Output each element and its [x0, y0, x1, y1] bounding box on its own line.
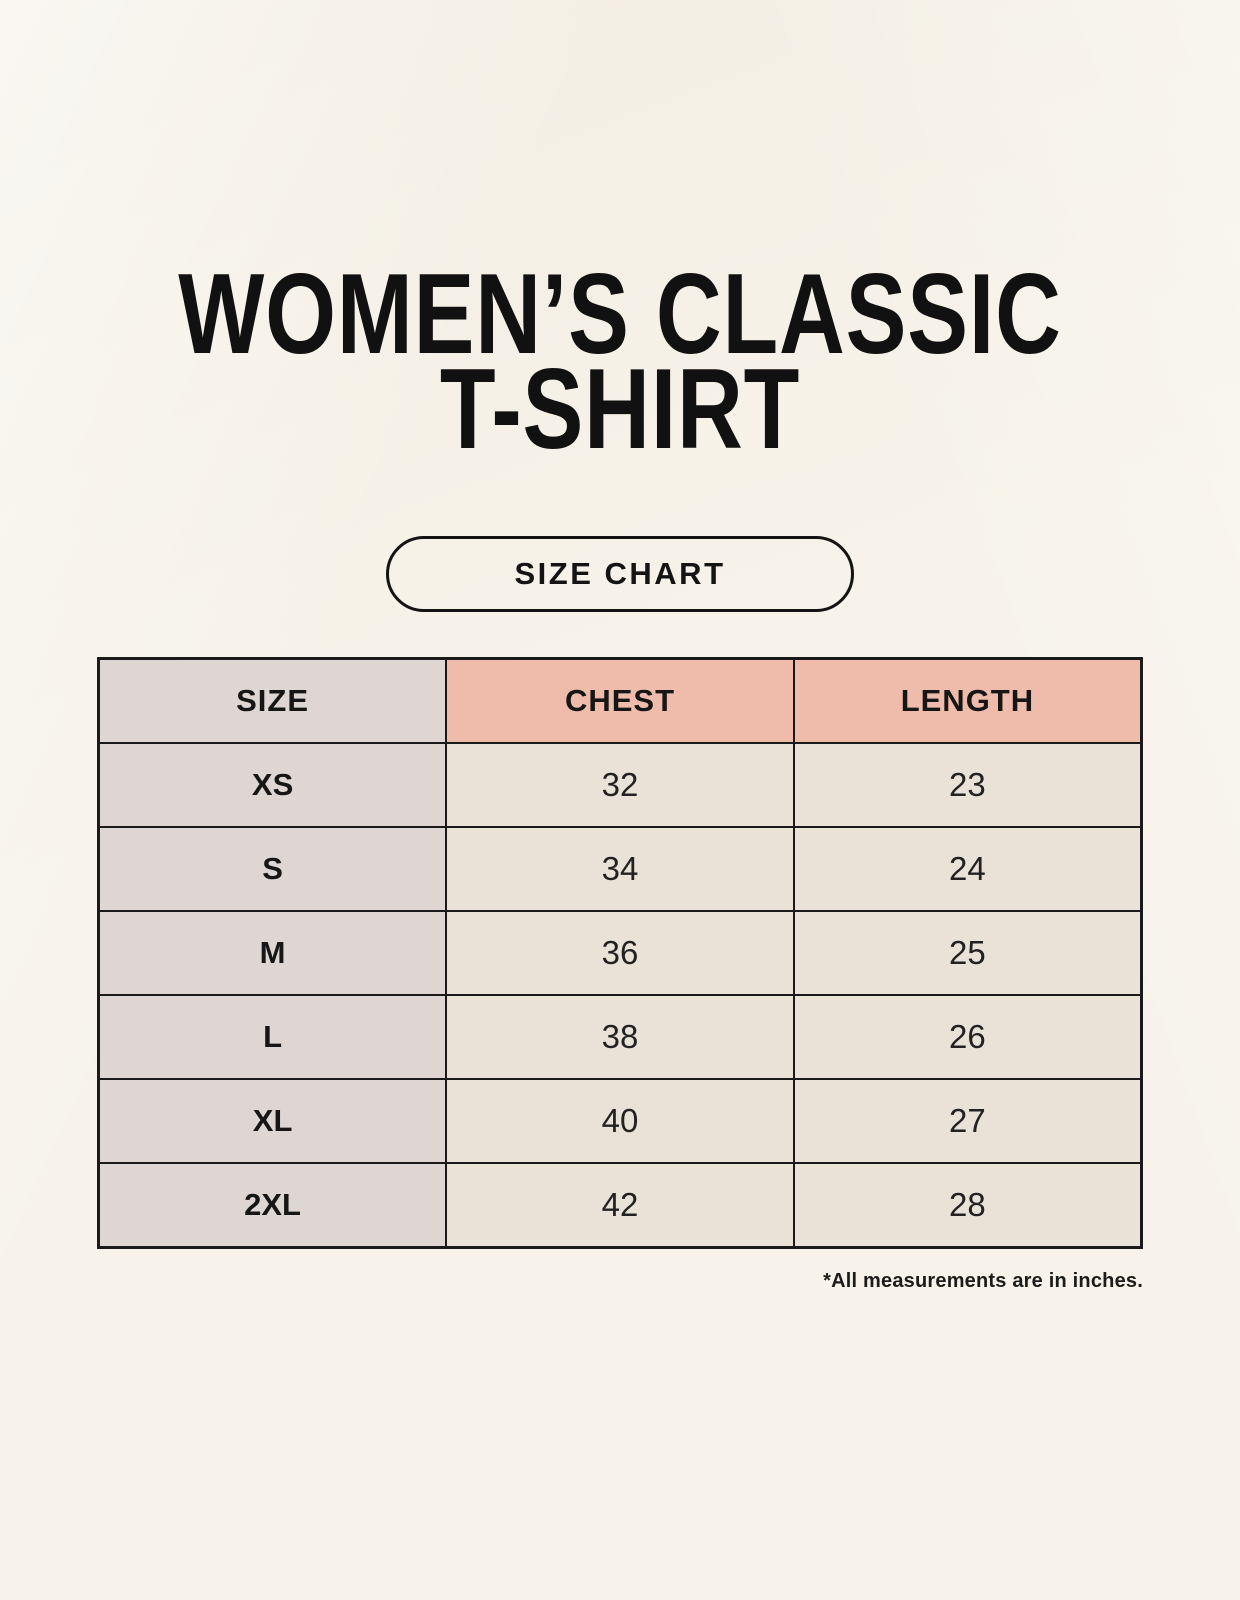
length-cell: 25: [792, 910, 1143, 996]
length-cell: 23: [792, 742, 1143, 828]
size-cell: L: [97, 994, 448, 1080]
size-cell: S: [97, 826, 448, 912]
length-cell: 26: [792, 994, 1143, 1080]
size-chart-button[interactable]: SIZE CHART: [386, 536, 854, 612]
chest-cell: 34: [445, 826, 795, 912]
table-row: S 34 24: [97, 826, 1143, 912]
chest-cell: 38: [445, 994, 795, 1080]
header-cell-length: LENGTH: [792, 657, 1143, 744]
size-chart-button-label: SIZE CHART: [514, 556, 726, 591]
table-header-row: SIZE CHEST LENGTH: [97, 657, 1143, 744]
header-cell-chest: CHEST: [445, 657, 795, 744]
table-row: M 36 25: [97, 910, 1143, 996]
page-title-line-1: WOMEN’S CLASSIC: [178, 251, 1062, 378]
length-cell: 27: [792, 1078, 1143, 1164]
table-row: XL 40 27: [97, 1078, 1143, 1164]
size-cell: XS: [97, 742, 448, 828]
chest-cell: 32: [445, 742, 795, 828]
chest-cell: 40: [445, 1078, 795, 1164]
size-cell: M: [97, 910, 448, 996]
size-cell: XL: [97, 1078, 448, 1164]
chest-cell: 36: [445, 910, 795, 996]
length-cell: 24: [792, 826, 1143, 912]
length-cell: 28: [792, 1162, 1143, 1249]
table-row: L 38 26: [97, 994, 1143, 1080]
size-chart-table: SIZE CHEST LENGTH XS 32 23 S 34 24 M 36 …: [97, 657, 1143, 1249]
table-row: 2XL 42 28: [97, 1162, 1143, 1249]
measurements-footnote: *All measurements are in inches.: [823, 1270, 1143, 1292]
page-title: WOMEN’S CLASSIC T-SHIRT: [0, 251, 1240, 473]
size-cell: 2XL: [97, 1162, 448, 1249]
chest-cell: 42: [445, 1162, 795, 1249]
page-title-line-2: T-SHIRT: [439, 345, 801, 473]
header-cell-size: SIZE: [97, 657, 448, 744]
table-row: XS 32 23: [97, 742, 1143, 828]
